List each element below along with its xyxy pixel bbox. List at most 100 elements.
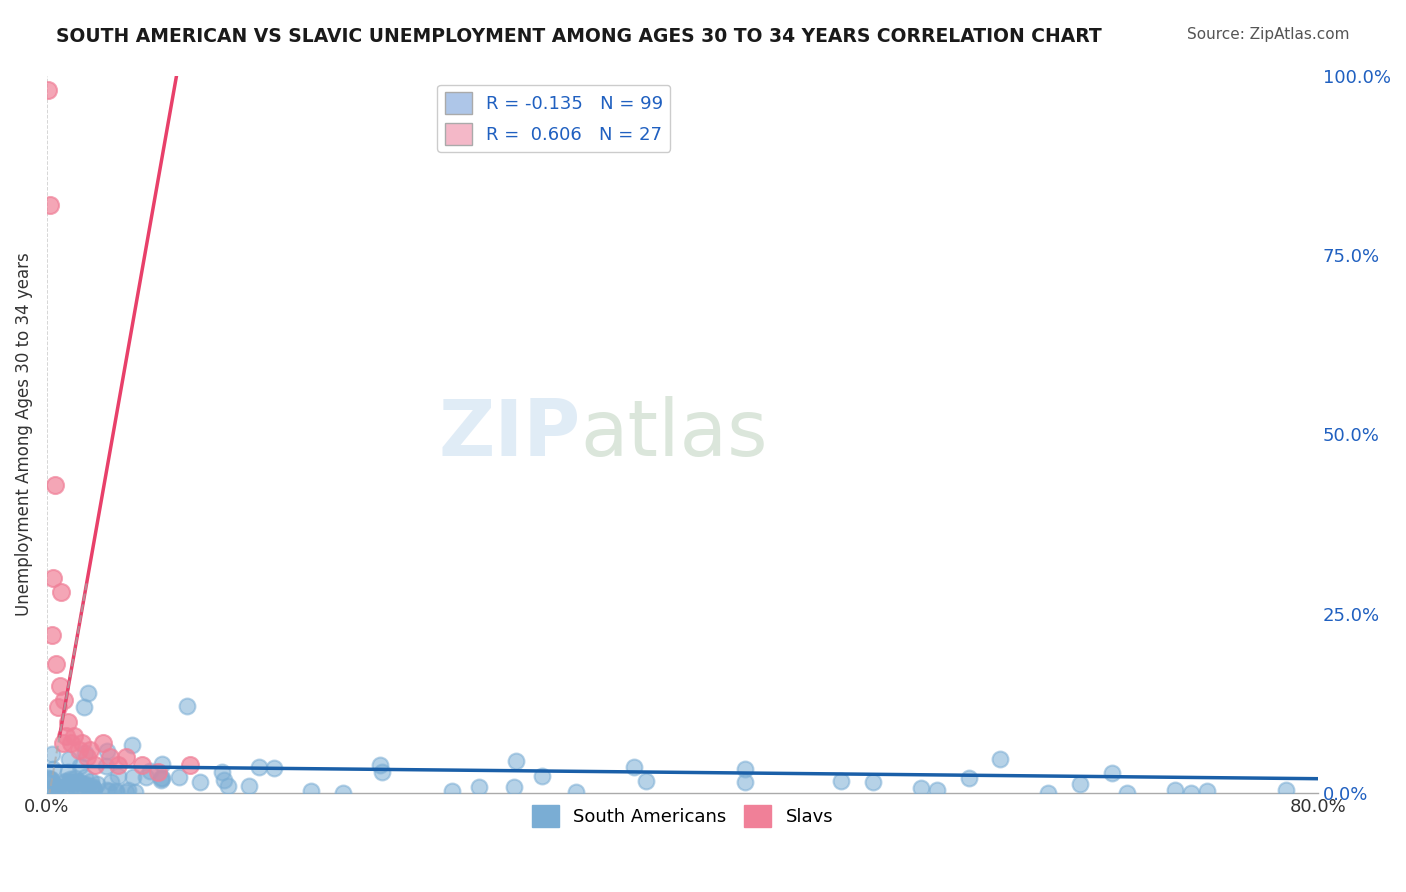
Point bbox=[79, 781, 101, 796]
Point bbox=[59, 775, 82, 789]
Point bbox=[1195, 784, 1218, 798]
Point bbox=[72, 700, 94, 714]
Text: atlas: atlas bbox=[581, 396, 768, 473]
Point bbox=[117, 782, 139, 797]
Point bbox=[124, 784, 146, 798]
Point bbox=[51, 585, 73, 599]
Point bbox=[149, 771, 172, 785]
Point bbox=[734, 762, 756, 776]
Point bbox=[505, 754, 527, 768]
Point bbox=[150, 772, 173, 787]
Point bbox=[75, 770, 97, 784]
Point bbox=[734, 775, 756, 789]
Point bbox=[66, 775, 89, 789]
Point bbox=[1101, 766, 1123, 780]
Point bbox=[1036, 786, 1059, 800]
Point bbox=[77, 686, 100, 700]
Point bbox=[56, 764, 79, 779]
Point bbox=[59, 786, 82, 800]
Point bbox=[468, 780, 491, 794]
Point bbox=[46, 700, 69, 714]
Point bbox=[115, 750, 138, 764]
Point bbox=[105, 784, 128, 798]
Point bbox=[38, 772, 60, 787]
Point bbox=[107, 757, 129, 772]
Point bbox=[41, 628, 63, 642]
Point bbox=[176, 698, 198, 713]
Point bbox=[862, 775, 884, 789]
Point bbox=[146, 764, 169, 779]
Point bbox=[41, 747, 63, 761]
Text: ZIP: ZIP bbox=[439, 396, 581, 473]
Point bbox=[121, 770, 143, 784]
Point bbox=[42, 762, 65, 776]
Point bbox=[52, 736, 75, 750]
Legend: South Americans, Slavs: South Americans, Slavs bbox=[524, 798, 841, 835]
Point bbox=[76, 779, 98, 793]
Point bbox=[53, 693, 76, 707]
Point bbox=[45, 779, 67, 793]
Point bbox=[80, 773, 103, 788]
Point bbox=[94, 759, 117, 773]
Point bbox=[217, 779, 239, 793]
Point bbox=[1116, 786, 1139, 800]
Point bbox=[247, 760, 270, 774]
Point bbox=[139, 764, 162, 778]
Point bbox=[39, 772, 62, 786]
Point bbox=[91, 736, 114, 750]
Point bbox=[60, 775, 83, 789]
Point bbox=[73, 777, 96, 791]
Point bbox=[1164, 783, 1187, 797]
Point bbox=[59, 736, 82, 750]
Point bbox=[100, 750, 122, 764]
Point bbox=[39, 198, 62, 212]
Point bbox=[830, 773, 852, 788]
Point bbox=[44, 477, 66, 491]
Point bbox=[82, 780, 104, 795]
Point bbox=[263, 761, 285, 775]
Point bbox=[299, 784, 322, 798]
Point bbox=[96, 744, 118, 758]
Point bbox=[441, 784, 464, 798]
Point bbox=[1069, 777, 1091, 791]
Point bbox=[65, 781, 87, 796]
Point bbox=[212, 772, 235, 787]
Point bbox=[79, 743, 101, 757]
Point bbox=[73, 746, 96, 760]
Point bbox=[76, 750, 98, 764]
Point bbox=[564, 785, 586, 799]
Point bbox=[131, 757, 153, 772]
Point bbox=[623, 760, 645, 774]
Point bbox=[67, 743, 90, 757]
Point bbox=[1180, 786, 1202, 800]
Y-axis label: Unemployment Among Ages 30 to 34 years: Unemployment Among Ages 30 to 34 years bbox=[15, 252, 32, 616]
Point bbox=[988, 752, 1011, 766]
Point bbox=[925, 782, 948, 797]
Point bbox=[69, 758, 91, 772]
Point bbox=[179, 757, 201, 772]
Point bbox=[70, 736, 93, 750]
Point bbox=[67, 782, 90, 797]
Point bbox=[957, 771, 980, 785]
Point bbox=[114, 785, 136, 799]
Point bbox=[910, 780, 932, 795]
Point bbox=[211, 765, 233, 780]
Point bbox=[42, 571, 65, 585]
Point bbox=[121, 739, 143, 753]
Point bbox=[38, 786, 60, 800]
Point bbox=[63, 729, 86, 743]
Point bbox=[63, 771, 86, 785]
Text: SOUTH AMERICAN VS SLAVIC UNEMPLOYMENT AMONG AGES 30 TO 34 YEARS CORRELATION CHAR: SOUTH AMERICAN VS SLAVIC UNEMPLOYMENT AM… bbox=[56, 27, 1102, 45]
Point bbox=[60, 775, 83, 789]
Point bbox=[39, 772, 62, 787]
Point bbox=[107, 769, 129, 783]
Point bbox=[86, 777, 108, 791]
Point bbox=[69, 786, 91, 800]
Point bbox=[45, 657, 67, 672]
Point bbox=[51, 781, 73, 796]
Point bbox=[53, 774, 76, 789]
Point bbox=[636, 774, 658, 789]
Point bbox=[150, 757, 173, 772]
Point bbox=[370, 757, 392, 772]
Point bbox=[55, 781, 77, 796]
